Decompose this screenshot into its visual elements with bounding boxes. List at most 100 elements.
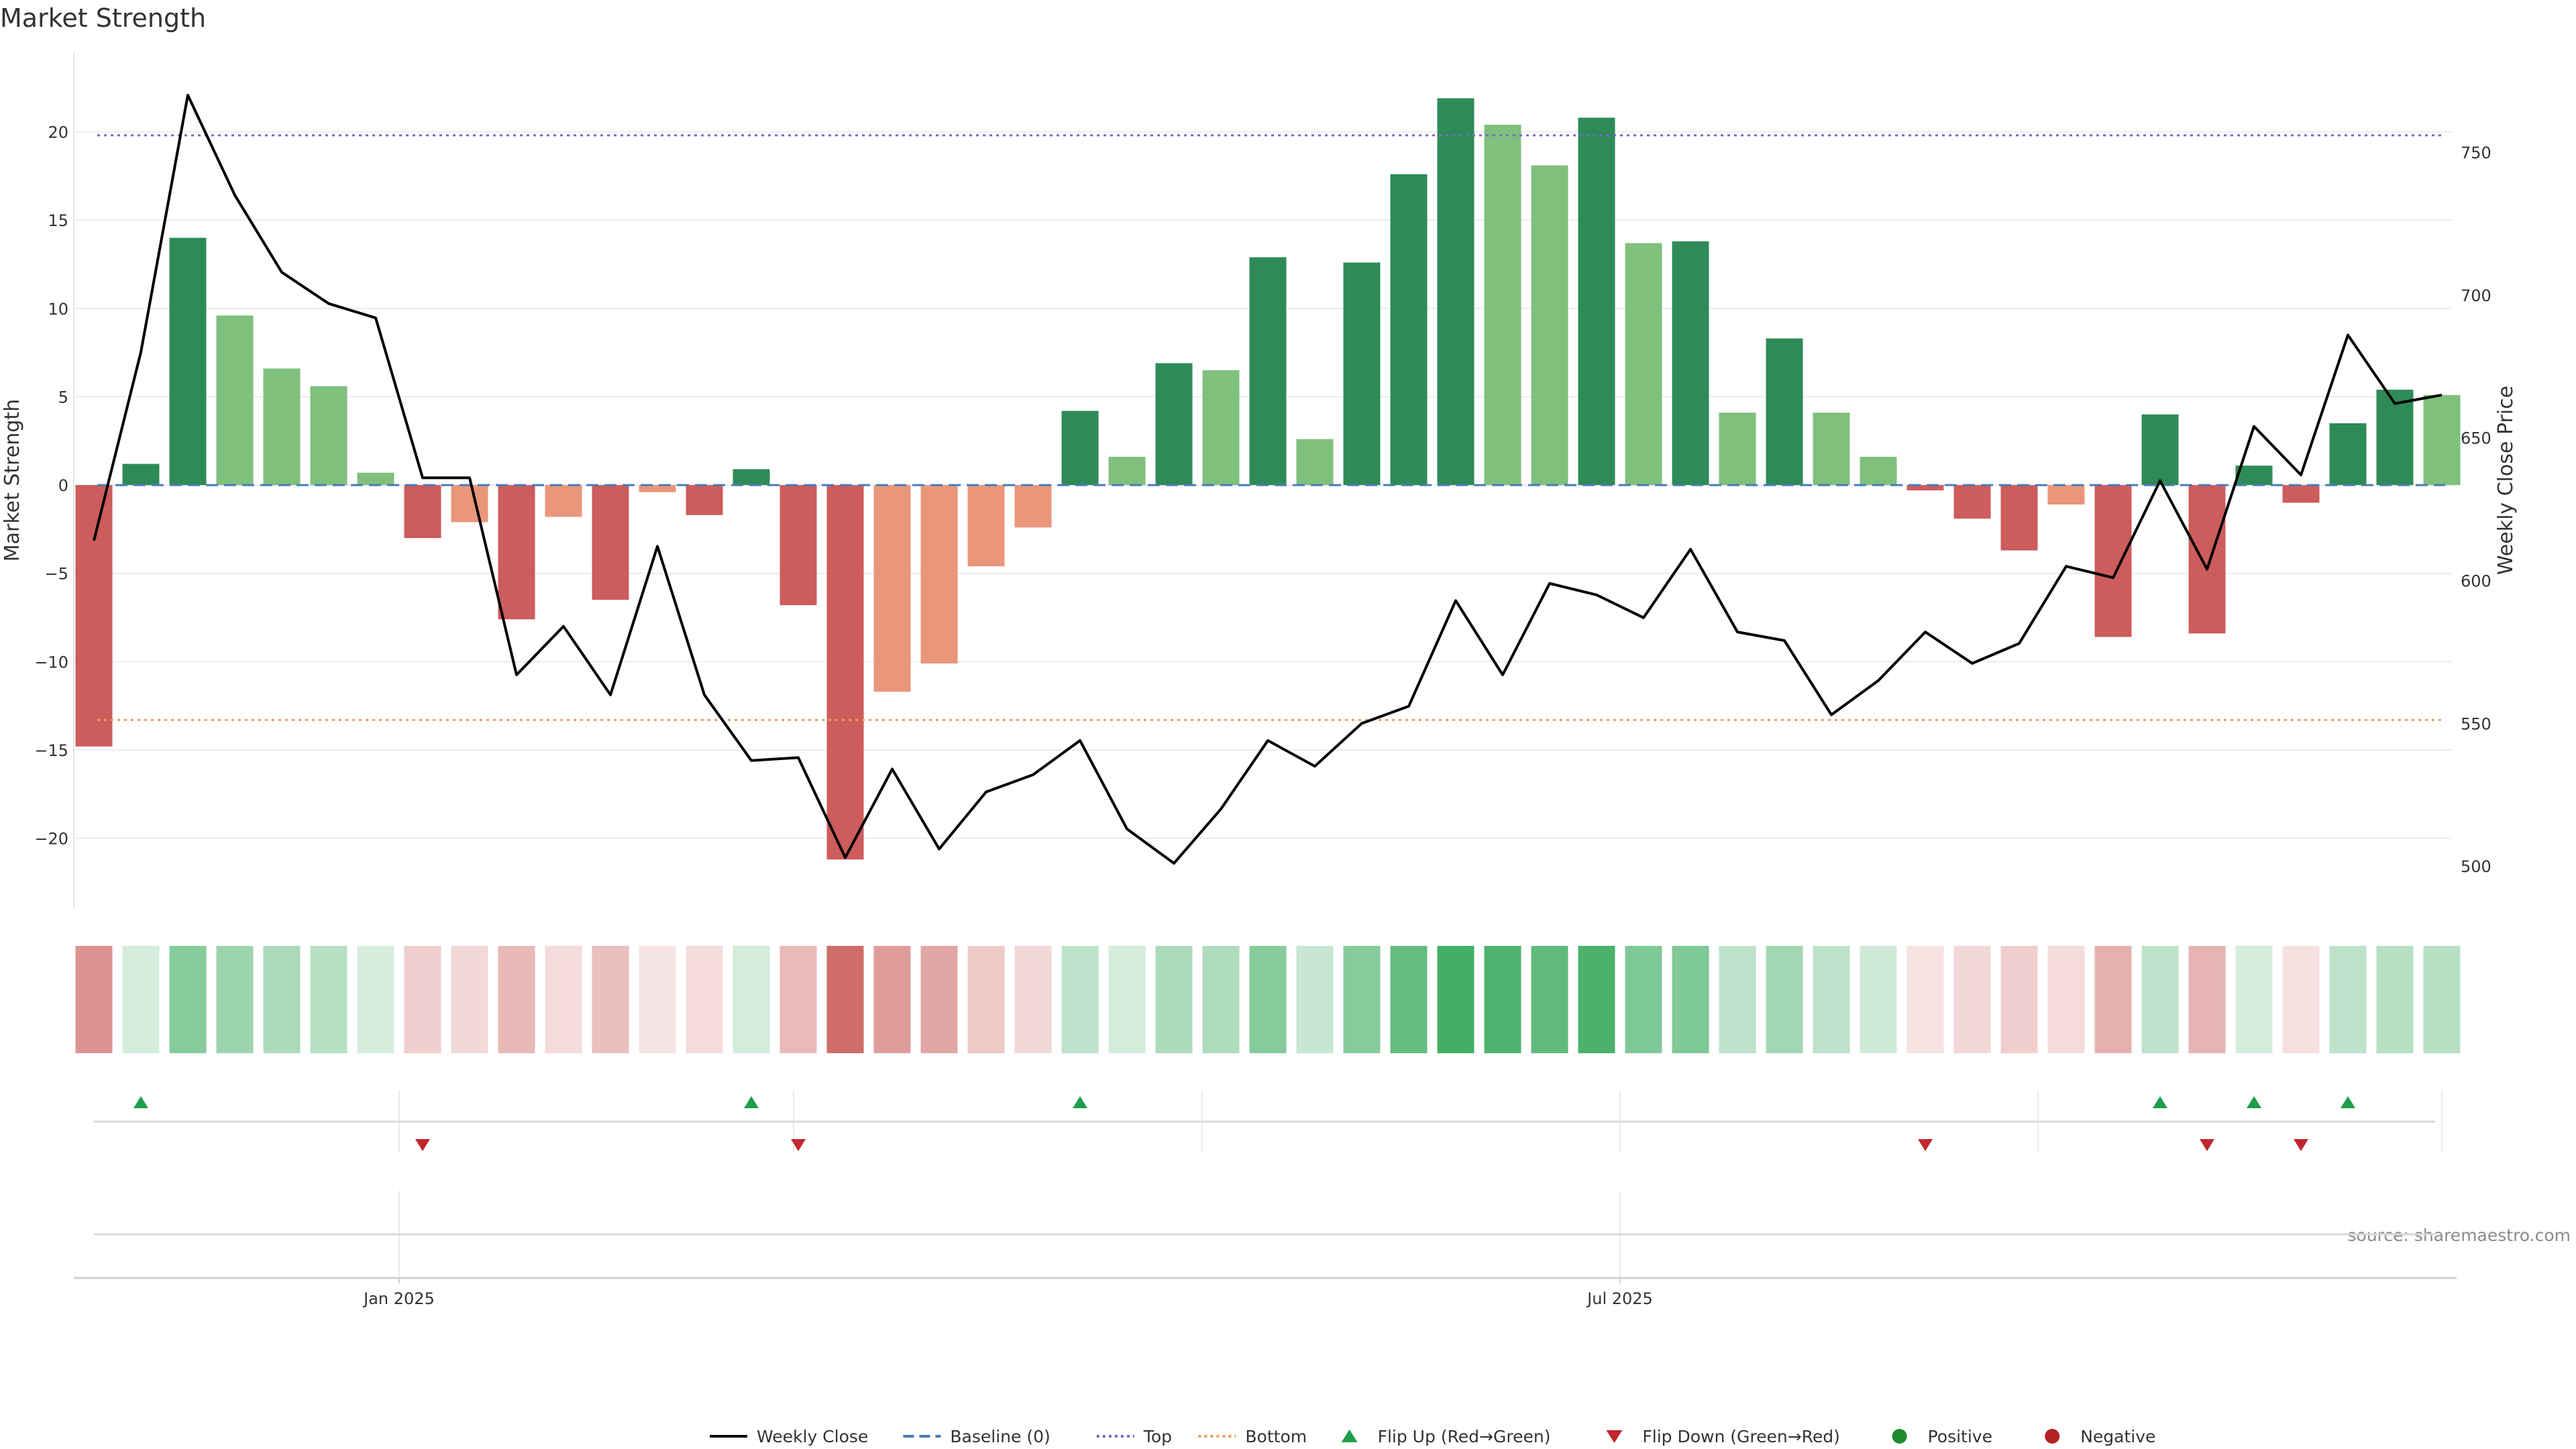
heat-cell — [75, 946, 113, 1053]
strength-bar — [2235, 466, 2273, 486]
y-axis-right-label: Weekly Close Price — [2494, 386, 2518, 575]
strength-bar — [498, 485, 535, 620]
flip-up-marker — [2341, 1096, 2355, 1108]
strength-bar — [2000, 485, 2038, 551]
heat-cell — [1249, 946, 1287, 1053]
left-tick-label: 20 — [48, 123, 68, 142]
strength-bar — [1437, 98, 1474, 486]
strength-bar — [2047, 485, 2085, 505]
weekly-close-layer — [93, 93, 2443, 865]
legend-label: Top — [1143, 1427, 1172, 1446]
left-tick-label: −20 — [34, 830, 68, 849]
legend-item: Bottom — [1198, 1427, 1307, 1446]
heat-cell — [920, 946, 958, 1053]
strength-bar — [1719, 413, 1756, 486]
strength-bar — [169, 237, 207, 486]
legend-label: Negative — [2080, 1427, 2155, 1446]
heat-cell — [826, 946, 864, 1053]
heat-cell — [2235, 946, 2273, 1053]
strength-bar — [2141, 414, 2179, 486]
strength-bar — [780, 485, 817, 606]
legend-item: Baseline (0) — [903, 1427, 1051, 1446]
heat-cell — [1672, 946, 1709, 1053]
strength-bar — [1672, 241, 1709, 486]
strength-bar — [1953, 485, 1991, 519]
heat-strip-layer — [75, 946, 2461, 1053]
legend-label: Weekly Close — [757, 1427, 868, 1446]
strength-bar — [545, 485, 582, 517]
legend-item: Top — [1096, 1427, 1172, 1446]
legend-label: Baseline (0) — [950, 1427, 1050, 1446]
legend-label: Flip Up (Red→Green) — [1378, 1427, 1551, 1446]
strength-bar — [733, 469, 770, 486]
strength-bar — [2376, 389, 2414, 486]
heat-cell — [263, 946, 301, 1053]
heat-cell — [1907, 946, 1944, 1053]
heat-cell — [1953, 946, 1991, 1053]
strength-bar — [1531, 165, 1568, 486]
legend: Weekly Close Baseline (0) Top Bottom Flip Up… — [710, 1427, 2155, 1446]
heat-cell — [1155, 946, 1193, 1053]
strength-bar — [357, 472, 394, 486]
strength-bar — [967, 485, 1005, 567]
legend-label: Bottom — [1245, 1427, 1307, 1446]
strength-bar — [1813, 413, 1850, 486]
strength-bar — [639, 485, 676, 492]
heat-cell — [1531, 946, 1568, 1053]
heat-cell — [545, 946, 582, 1053]
heat-cell — [404, 946, 441, 1053]
legend-item: Flip Up (Red→Green) — [1341, 1427, 1551, 1446]
flip-up-marker — [2153, 1096, 2167, 1108]
y-axis-left-label: Market Strength — [1, 399, 24, 561]
strength-bar — [263, 368, 301, 486]
heat-cell — [2282, 946, 2320, 1053]
strength-bar — [1296, 439, 1334, 486]
legend-item: Positive — [1892, 1427, 1992, 1446]
left-tick-label: 10 — [48, 300, 68, 319]
strength-bar — [1014, 485, 1052, 528]
strength-bar — [686, 485, 723, 515]
heat-cell — [1343, 946, 1381, 1053]
strength-bar — [1155, 363, 1193, 486]
legend-item: Negative — [2045, 1427, 2155, 1446]
right-tick-label: 550 — [2461, 714, 2491, 733]
heat-cell — [2094, 946, 2132, 1053]
heat-cell — [2329, 946, 2367, 1053]
heat-cell — [1390, 946, 1428, 1053]
strength-bar — [1578, 117, 1615, 486]
heat-cell — [592, 946, 629, 1053]
heat-cell — [780, 946, 817, 1053]
strength-bar — [2094, 485, 2132, 637]
legend-label: Positive — [1928, 1427, 1992, 1446]
right-tick-label: 600 — [2461, 572, 2491, 590]
heat-cell — [169, 946, 207, 1053]
flip-down-marker — [791, 1139, 806, 1151]
heat-cell — [686, 946, 723, 1053]
heat-cell — [216, 946, 254, 1053]
strength-bar — [122, 464, 160, 486]
heat-cell — [122, 946, 160, 1053]
heat-cell — [967, 946, 1005, 1053]
strength-bar — [2188, 485, 2226, 634]
flip-up-marker — [744, 1096, 759, 1108]
legend-swatch — [1892, 1429, 1907, 1444]
flip-up-marker — [1073, 1096, 1087, 1108]
heat-cell — [451, 946, 488, 1053]
strength-bar — [310, 386, 347, 486]
left-tick-label: −10 — [34, 653, 68, 672]
heat-cell — [2376, 946, 2414, 1053]
heat-cell — [1437, 946, 1474, 1053]
heat-cell — [1296, 946, 1334, 1053]
strength-bar — [1108, 456, 1146, 486]
heat-cell — [1061, 946, 1099, 1053]
weekly-close-line — [93, 93, 2443, 865]
flip-up-marker — [133, 1096, 148, 1108]
flip-down-marker — [1918, 1139, 1933, 1151]
left-tick-label: 0 — [58, 476, 68, 495]
legend-swatch — [1341, 1430, 1358, 1442]
right-tick-label: 500 — [2461, 857, 2491, 876]
strength-bar — [1061, 411, 1099, 486]
legend-item: Flip Down (Green→Red) — [1606, 1427, 1840, 1446]
heat-cell — [1484, 946, 1521, 1053]
